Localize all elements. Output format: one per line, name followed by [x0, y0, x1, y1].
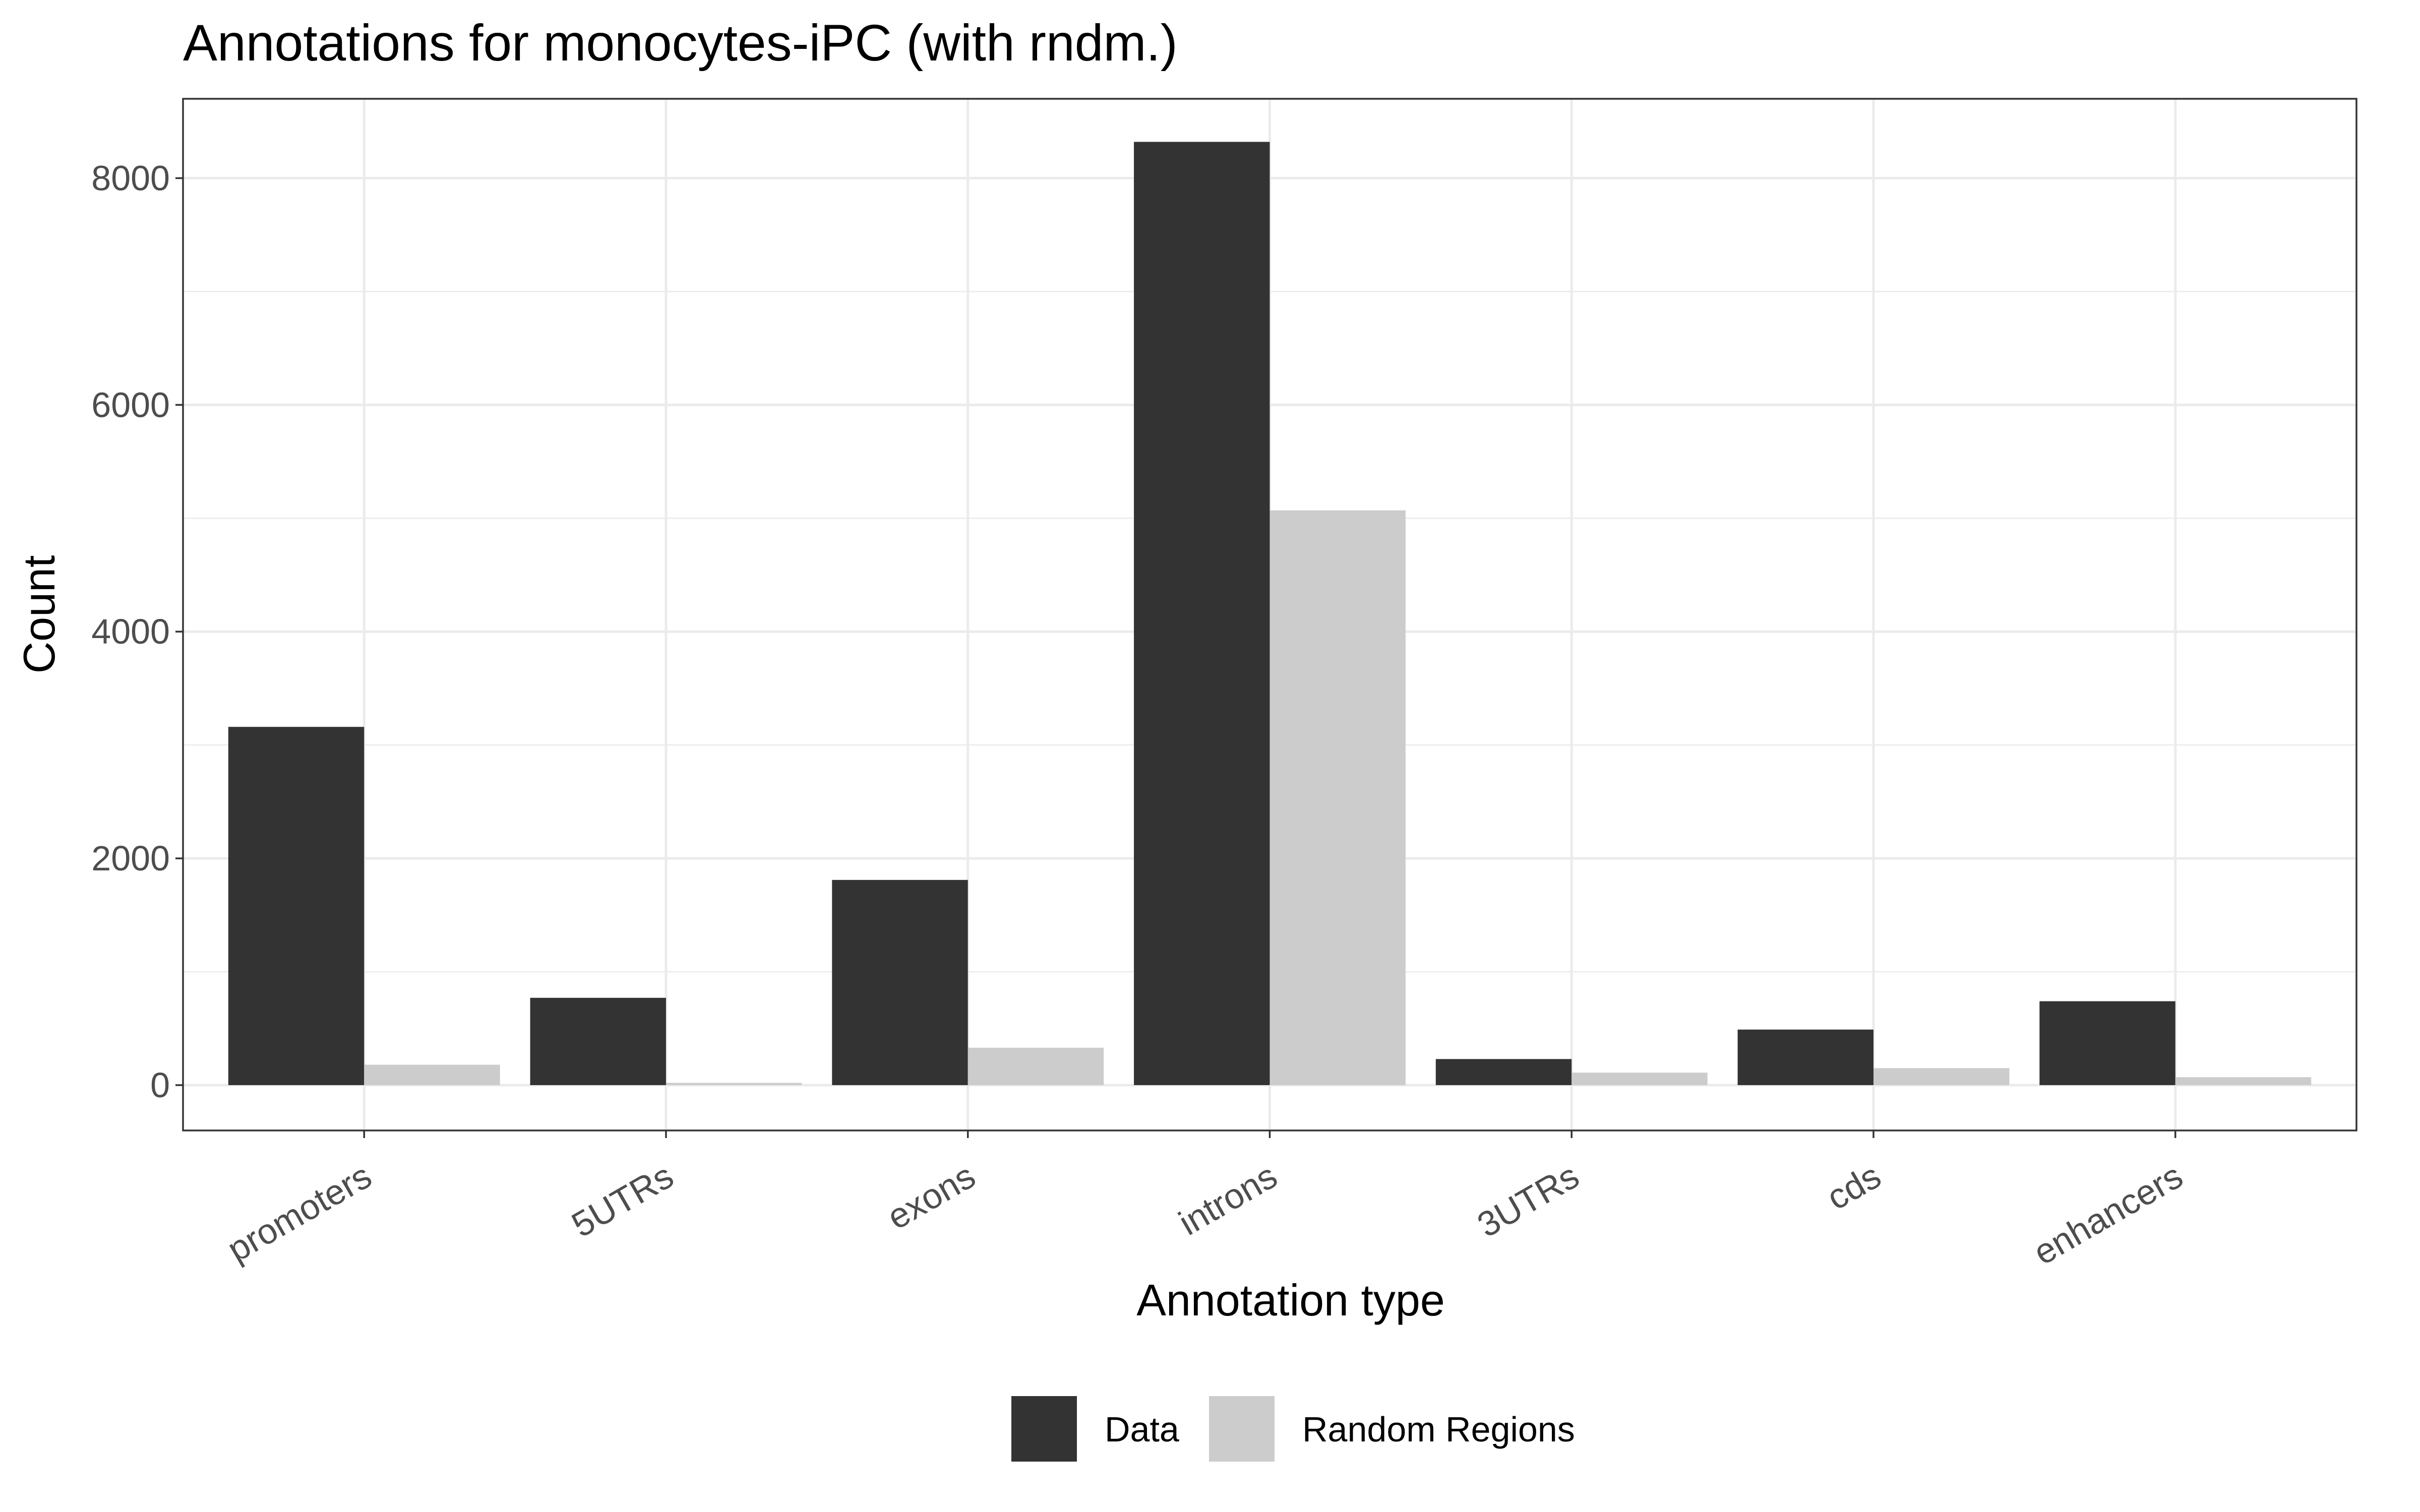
- legend-key-random-regions: [1209, 1396, 1275, 1462]
- bar-data-promoters: [228, 727, 365, 1086]
- bars: [228, 142, 2312, 1086]
- legend: Data Random Regions: [1011, 1396, 1575, 1462]
- bar-data-introns: [1134, 142, 1270, 1086]
- y-tick-label: 4000: [91, 612, 170, 651]
- y-tick-label: 8000: [91, 158, 170, 198]
- legend-label: Data: [1105, 1410, 1179, 1449]
- y-axis: 0 2000 4000 6000 8000: [91, 158, 183, 1105]
- bar-random-regions-introns: [1269, 510, 1406, 1086]
- legend-label: Random Regions: [1302, 1410, 1575, 1449]
- y-tick-label: 2000: [91, 839, 170, 878]
- bar-random-regions-enhancers: [2175, 1077, 2312, 1086]
- y-tick-label: 0: [150, 1065, 170, 1105]
- bar-data-exons: [832, 879, 968, 1086]
- bar-data-enhancers: [2039, 1001, 2175, 1086]
- bar-random-regions-exons: [967, 1047, 1104, 1086]
- chart-title: Annotations for monocytes-iPC (with rndm…: [183, 14, 1178, 72]
- bar-random-regions-3utrs: [1571, 1073, 1708, 1086]
- bar-data-5utrs: [530, 997, 666, 1086]
- bar-data-cds: [1737, 1029, 1873, 1086]
- y-tick-label: 6000: [91, 385, 170, 424]
- plot-area: [182, 98, 2357, 1131]
- bar-data-3utrs: [1435, 1059, 1572, 1086]
- bar-random-regions-5utrs: [666, 1083, 802, 1086]
- y-axis-title: Count: [14, 555, 64, 674]
- bar-random-regions-cds: [1873, 1068, 2010, 1086]
- x-axis-title: Annotation type: [1136, 1275, 1445, 1325]
- bar-random-regions-promoters: [364, 1064, 500, 1086]
- legend-key-data: [1011, 1396, 1077, 1462]
